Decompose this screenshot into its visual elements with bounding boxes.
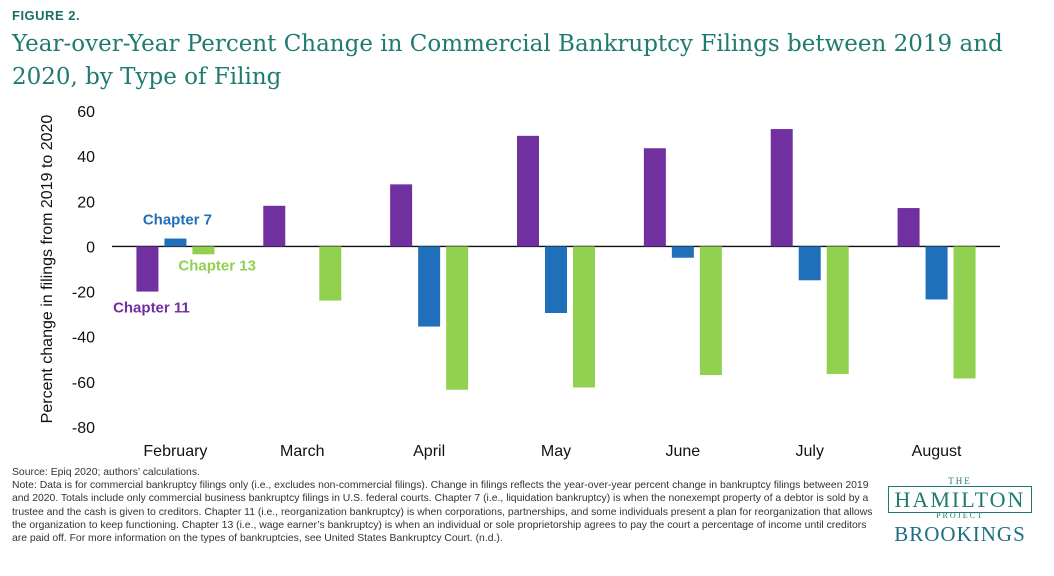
bar-chapter-11 [390,184,413,247]
series-label: Chapter 7 [143,211,212,228]
y-tick-label: 40 [77,149,95,166]
logo-the: THE [948,476,972,486]
bar-chapter-13 [319,246,342,301]
y-tick-label: 0 [86,239,95,256]
bar-chapter-13 [573,246,595,388]
x-tick-label: July [795,443,823,460]
explanatory-note: Note: Data is for commercial bankruptcy … [12,480,873,545]
bar-chapter-7 [671,246,694,258]
logo-hamilton: HAMILTON [887,486,1033,513]
chart-footer: Source: Epiq 2020; authors’ calculations… [12,466,882,545]
bar-chapter-11 [263,205,286,247]
chart-title: Year-over-Year Percent Change in Commerc… [12,31,1003,90]
logo-brookings: BROOKINGS [894,522,1026,546]
bar-chapter-13 [192,246,215,255]
source-note: Source: Epiq 2020; authors’ calculations… [12,467,200,478]
bar-chapter-7 [418,246,441,327]
y-tick-label: -20 [72,285,95,302]
bar-chapter-11 [643,148,666,247]
bar-chapter-11 [897,208,920,247]
bar-chapter-13 [699,246,722,376]
y-tick-label: 60 [77,104,95,121]
figure-label: FIGURE 2. [12,8,81,23]
bar-chapter-13 [826,246,849,374]
series-label: Chapter 13 [178,258,256,275]
series-label: Chapter 11 [113,299,190,316]
x-tick-label: August [912,443,962,460]
y-axis-label: Percent change in filings from 2019 to 2… [39,115,56,424]
x-tick-label: March [280,443,324,460]
y-tick-label: -40 [72,330,95,347]
bar-chart: Percent change in filings from 2019 to 2… [39,104,1000,460]
hamilton-brookings-logo: THE HAMILTON PROJECT BROOKINGS [880,476,1040,547]
bar-chapter-7 [925,246,948,300]
bar-chapter-7 [164,238,187,247]
y-tick-label: 20 [77,194,95,211]
bar-chapter-11 [136,246,159,292]
x-tick-label: May [541,443,571,460]
bar-chapter-7 [798,246,821,281]
bar-chapter-13 [953,246,976,379]
y-tick-label: -80 [72,420,95,437]
bar-chapter-13 [446,246,469,390]
x-tick-label: April [413,443,445,460]
y-tick-label: -60 [72,375,95,392]
bar-chapter-7 [545,246,567,314]
bar-chapter-11 [770,129,793,247]
bar-chapter-11 [517,135,539,247]
logo-project: PROJECT [936,511,984,520]
x-tick-label: February [143,443,207,460]
x-tick-label: June [666,443,701,460]
